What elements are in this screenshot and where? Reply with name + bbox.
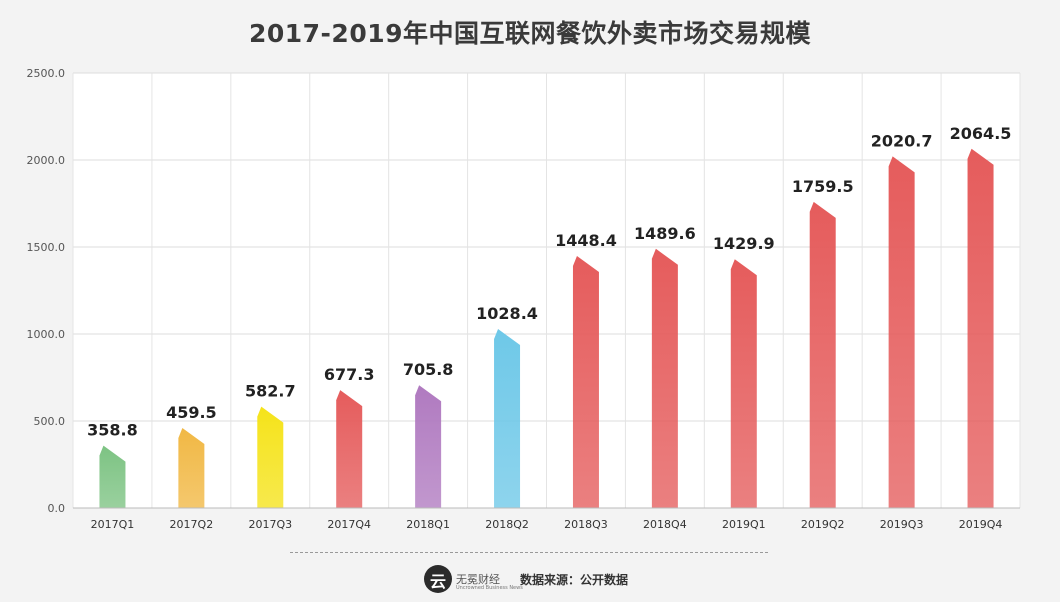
x-tick-label: 2018Q4 bbox=[643, 518, 687, 531]
data-source: 数据来源：公开数据 bbox=[520, 573, 629, 587]
data-label-2017Q1: 358.8 bbox=[87, 421, 138, 440]
brand-subtext: Uncrowned Business News bbox=[456, 585, 523, 591]
data-label-2019Q3: 2020.7 bbox=[871, 131, 933, 150]
x-tick-label: 2017Q2 bbox=[170, 518, 214, 531]
y-tick-label: 2000.0 bbox=[27, 154, 66, 167]
x-tick-label: 2017Q3 bbox=[248, 518, 292, 531]
y-tick-label: 1000.0 bbox=[27, 328, 66, 341]
bar-2017Q4 bbox=[336, 390, 363, 508]
data-label-2017Q3: 582.7 bbox=[245, 382, 296, 401]
logo-glyph: 云 bbox=[429, 572, 446, 591]
x-tick-label: 2019Q3 bbox=[880, 518, 924, 531]
y-tick-label: 1500.0 bbox=[27, 241, 66, 254]
brand-name: 无冕财经 bbox=[456, 573, 500, 586]
chart-title: 2017-2019年中国互联网餐饮外卖市场交易规模 bbox=[248, 19, 812, 48]
bar-2018Q1 bbox=[415, 385, 442, 508]
bar-2017Q1 bbox=[99, 445, 126, 508]
bar-2019Q2 bbox=[809, 201, 836, 509]
data-label-2019Q2: 1759.5 bbox=[792, 177, 854, 196]
x-tick-label: 2019Q1 bbox=[722, 518, 766, 531]
bar-2017Q2 bbox=[178, 428, 205, 508]
bar-2019Q3 bbox=[888, 156, 915, 508]
x-tick-label: 2018Q1 bbox=[406, 518, 450, 531]
x-tick-label: 2017Q1 bbox=[91, 518, 135, 531]
bar-2019Q4 bbox=[967, 148, 994, 509]
footer-divider bbox=[290, 552, 768, 553]
data-label-2018Q2: 1028.4 bbox=[476, 304, 538, 323]
y-tick-label: 0.0 bbox=[48, 502, 66, 515]
x-tick-label: 2018Q3 bbox=[564, 518, 608, 531]
x-tick-label: 2019Q4 bbox=[959, 518, 1003, 531]
data-label-2018Q3: 1448.4 bbox=[555, 231, 617, 250]
x-tick-label: 2019Q2 bbox=[801, 518, 845, 531]
bar-chart: 0.0 500.0 1000.0 1500.0 2000.0 2500.0 358.8 201… bbox=[27, 67, 1021, 531]
bar-2017Q3 bbox=[257, 406, 284, 508]
data-label-2018Q4: 1489.6 bbox=[634, 224, 696, 243]
data-label-2018Q1: 705.8 bbox=[403, 360, 454, 379]
bar-2018Q4 bbox=[651, 248, 678, 508]
data-label-2019Q1: 1429.9 bbox=[713, 234, 775, 253]
x-tick-label: 2018Q2 bbox=[485, 518, 529, 531]
y-tick-label: 500.0 bbox=[34, 415, 66, 428]
bar-2018Q3 bbox=[572, 255, 599, 508]
data-label-2019Q4: 2064.5 bbox=[950, 124, 1012, 143]
brand-logo-icon: 云 bbox=[424, 565, 452, 593]
data-label-2017Q4: 677.3 bbox=[324, 365, 375, 384]
data-label-2017Q2: 459.5 bbox=[166, 403, 217, 422]
chart-footer: 云 无冕财经 Uncrowned Business News 数据来源：公开数据 bbox=[0, 552, 1060, 598]
bar-2018Q2 bbox=[494, 329, 521, 508]
x-tick-label: 2017Q4 bbox=[327, 518, 371, 531]
bar-2019Q1 bbox=[730, 259, 757, 508]
y-tick-label: 2500.0 bbox=[27, 67, 66, 80]
